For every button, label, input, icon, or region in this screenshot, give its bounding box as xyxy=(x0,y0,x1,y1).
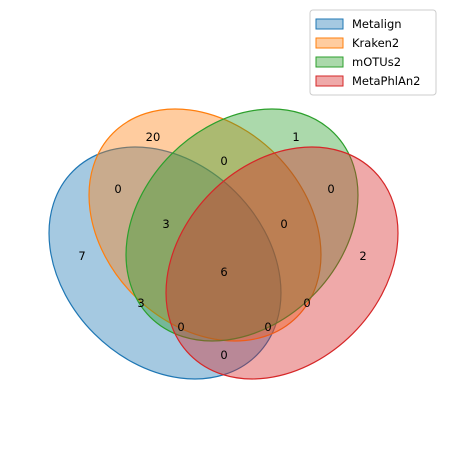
set-ellipse-metalign xyxy=(48,146,282,380)
legend-swatch-metalign xyxy=(315,18,344,30)
legend-swatch-metaphlan2 xyxy=(315,75,344,87)
region-label-metalign: 7 xyxy=(78,249,85,263)
set-ellipse-metaphlan2 xyxy=(165,146,399,380)
legend-swatch-kraken2 xyxy=(315,37,344,49)
region-label-metalign-motus2: 3 xyxy=(137,296,144,310)
region-label-metalign-metaphlan2: 0 xyxy=(220,348,227,362)
legend-items: Metalign Kraken2 mOTUs2 MetaPhlAn2 xyxy=(315,17,420,88)
region-label-motus2-metaphlan2: 0 xyxy=(327,182,334,196)
region-label-motus2: 1 xyxy=(292,130,299,144)
legend-label-kraken2: Kraken2 xyxy=(352,36,399,50)
legend-label-metalign: Metalign xyxy=(352,17,402,31)
legend-label-motus2: mOTUs2 xyxy=(352,55,401,69)
region-label-metalign-kraken2-motus2: 3 xyxy=(162,217,169,231)
region-label-kraken2-motus2: 0 xyxy=(220,154,227,168)
region-label-metalign-kraken2: 0 xyxy=(114,182,121,196)
region-label-metaphlan2: 2 xyxy=(359,249,366,263)
legend: Metalign Kraken2 mOTUs2 MetaPhlAn2 xyxy=(309,9,437,96)
region-label-metalign-kraken2-motus2-metaphlan2: 6 xyxy=(220,265,227,279)
set-ellipse-motus2 xyxy=(125,108,359,342)
set-ellipses xyxy=(48,108,399,380)
set-ellipse-kraken2 xyxy=(88,108,322,342)
legend-swatch-motus2 xyxy=(315,56,344,68)
legend-label-metaphlan2: MetaPhlAn2 xyxy=(352,74,420,88)
region-label-kraken2: 20 xyxy=(146,130,161,144)
legend-frame xyxy=(309,9,437,96)
region-label-metalign-kraken2-metaphlan2: 0 xyxy=(264,320,271,334)
region-label-kraken2-metaphlan2: 0 xyxy=(303,296,310,310)
region-label-kraken2-motus2-metaphlan2: 0 xyxy=(280,217,287,231)
region-label-metalign-motus2-metaphlan2: 0 xyxy=(177,320,184,334)
